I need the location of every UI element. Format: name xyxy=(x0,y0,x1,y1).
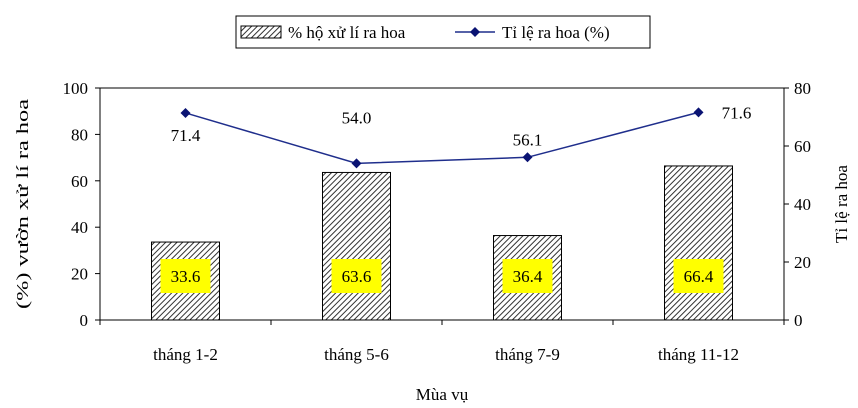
legend-bar-swatch xyxy=(240,25,282,39)
y-left-tick-label: 20 xyxy=(71,265,88,284)
line-marker xyxy=(351,158,362,169)
y-right-tick-label: 80 xyxy=(794,79,811,98)
bar-label-bg xyxy=(160,259,211,293)
y-left-tick-label: 60 xyxy=(71,172,88,191)
y-left-tick-label: 0 xyxy=(80,311,89,330)
y-left-tick-label: 80 xyxy=(71,125,88,144)
y-right-tick-label: 0 xyxy=(794,311,803,330)
y-right-tick-label: 60 xyxy=(794,137,811,156)
line-data-label: 71.6 xyxy=(722,103,752,122)
x-tick-label: tháng 7-9 xyxy=(495,345,560,364)
bar-labels: 33.6 63.6 36.4 66.4 xyxy=(160,259,724,293)
bar-label-bg xyxy=(331,259,382,293)
bars xyxy=(151,165,733,321)
y-left-tick-label: 40 xyxy=(71,218,88,237)
line-path xyxy=(185,111,699,165)
x-axis: tháng 1-2 tháng 5-6 tháng 7-9 tháng 11-12 xyxy=(99,320,785,364)
right-axis: 0 20 40 60 80 xyxy=(784,79,811,330)
legend-bar-label: % hộ xử lí ra hoa xyxy=(288,23,406,42)
y-axis-right-title: Tỉ lệ ra hoa xyxy=(832,165,851,243)
line-data-label: 71.4 xyxy=(171,126,201,145)
y-left-tick-label: 100 xyxy=(63,79,89,98)
left-axis: 0 20 40 60 80 100 xyxy=(63,79,100,330)
x-axis-title: Mùa vụ xyxy=(416,385,469,404)
legend-line-label: Tỉ lệ ra hoa (%) xyxy=(502,23,610,42)
line-marker xyxy=(522,152,533,163)
line-data-label: 54.0 xyxy=(342,108,372,127)
bar xyxy=(664,165,733,321)
bar-data-label: 63.6 xyxy=(342,267,372,286)
x-tick-label: tháng 11-12 xyxy=(658,345,739,364)
y-right-tick-label: 20 xyxy=(794,253,811,272)
legend-box xyxy=(235,15,651,49)
bar xyxy=(322,171,391,321)
bar-label-bg xyxy=(673,259,724,293)
line-marker xyxy=(180,107,191,118)
legend-line-marker xyxy=(470,27,480,37)
legend: % hộ xử lí ra hoa Tỉ lệ ra hoa (%) xyxy=(235,15,651,49)
y-axis-left-title: (%) vườn xử lí ra hoa xyxy=(13,98,32,309)
bar-data-label: 33.6 xyxy=(171,267,201,286)
line-series xyxy=(180,107,704,169)
bar-data-label: 66.4 xyxy=(684,267,714,286)
bar-data-label: 36.4 xyxy=(513,267,543,286)
line-marker xyxy=(693,107,704,118)
line-data-label: 56.1 xyxy=(513,130,543,149)
x-tick-label: tháng 1-2 xyxy=(153,345,218,364)
y-right-tick-label: 40 xyxy=(794,195,811,214)
line-labels: 71.4 54.0 56.1 71.6 xyxy=(171,103,752,149)
bar-label-bg xyxy=(502,259,553,293)
x-tick-label: tháng 5-6 xyxy=(324,345,389,364)
